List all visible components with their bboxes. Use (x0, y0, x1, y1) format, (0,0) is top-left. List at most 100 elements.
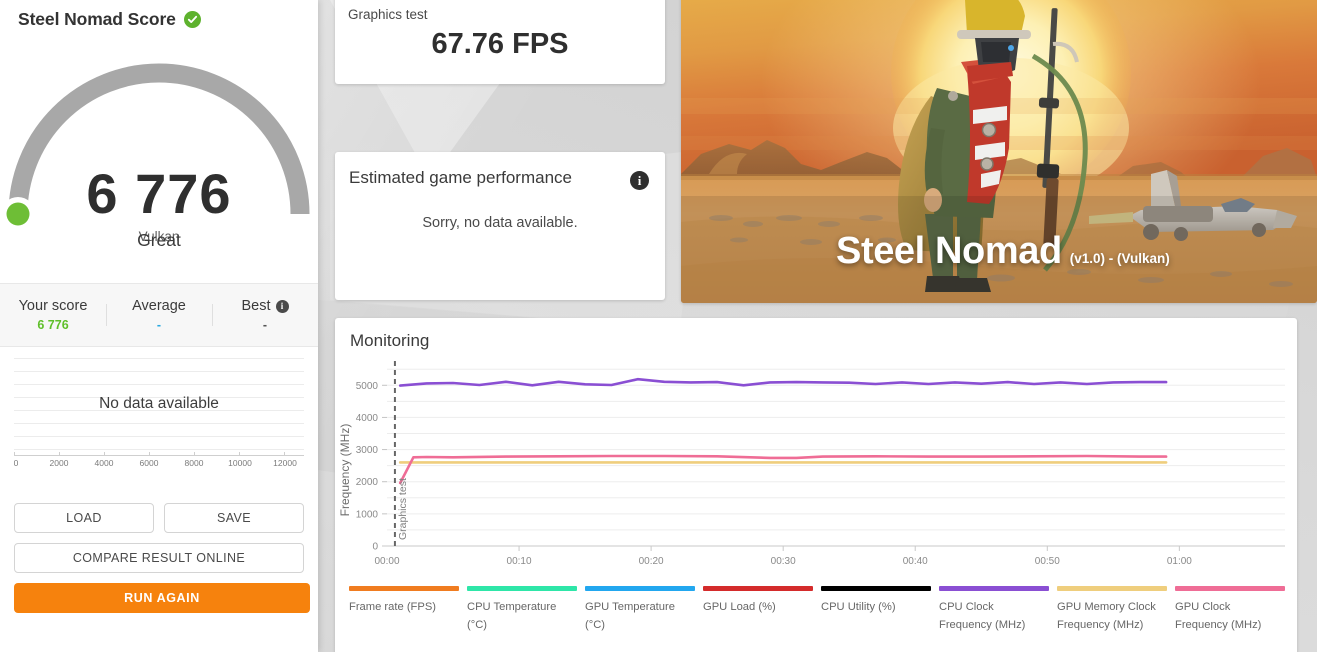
score-title-text: Steel Nomad Score (18, 9, 176, 29)
svg-text:Graphics test: Graphics test (397, 478, 409, 540)
svg-text:00:20: 00:20 (639, 556, 664, 567)
legend-label: CPU Clock Frequency (MHz) (939, 601, 1026, 631)
svg-text:2000: 2000 (356, 477, 379, 488)
histogram-tick-2: 4000 (94, 458, 114, 468)
estimated-performance-title: Estimated game performance (349, 168, 572, 187)
hero-subtitle: (v1.0) - (Vulkan) (1069, 251, 1170, 266)
comparison-best-value: - (262, 318, 268, 332)
svg-text:00:30: 00:30 (771, 556, 796, 567)
monitoring-legend: Frame rate (FPS) CPU Temperature (°C) GPU … (349, 586, 1293, 634)
comparison-your-score-value: 6 776 (37, 318, 69, 332)
legend-label: GPU Clock Frequency (MHz) (1175, 601, 1262, 631)
chart-annotations: Graphics test (393, 361, 409, 546)
histogram-axis-ticks: 0 2000 4000 6000 8000 10000 12000 (13, 452, 304, 468)
histogram-tick-3: 6000 (139, 458, 159, 468)
legend-label: GPU Memory Clock Frequency (MHz) (1057, 601, 1156, 631)
svg-text:1000: 1000 (356, 509, 379, 520)
score-sidebar: Steel Nomad Score 6 776 Vulkan Great You… (0, 0, 318, 652)
legend-item[interactable]: Frame rate (FPS) (349, 586, 467, 634)
histogram-empty-message: No data available (99, 395, 219, 412)
estimated-game-performance-card: Estimated game performance i Sorry, no d… (335, 152, 665, 300)
page-title: Steel Nomad Score (18, 9, 201, 30)
graphics-test-label: Graphics test (348, 7, 428, 22)
legend-label: CPU Temperature (°C) (467, 601, 557, 631)
score-value: 6 776 (86, 162, 232, 225)
comparison-average-label: Average (132, 298, 186, 314)
comparison-average-value: - (156, 318, 162, 332)
legend-swatch (349, 586, 459, 591)
estimated-performance-message: Sorry, no data available. (422, 215, 578, 231)
save-button[interactable]: SAVE (164, 503, 304, 533)
chart-y-axis-label: Frequency (MHz) (338, 424, 352, 517)
legend-swatch (467, 586, 577, 591)
gauge-arc (1, 63, 310, 231)
svg-text:00:50: 00:50 (1035, 556, 1060, 567)
legend-label: CPU Utility (%) (821, 601, 896, 613)
comparison-best: Best i - (212, 298, 318, 332)
benchmark-hero-image: Steel Nomad (v1.0) - (Vulkan) (681, 0, 1317, 303)
svg-text:00:00: 00:00 (374, 556, 399, 567)
svg-text:3000: 3000 (356, 445, 379, 456)
histogram-tick-5: 10000 (228, 458, 252, 468)
svg-text:4000: 4000 (356, 413, 379, 424)
legend-item[interactable]: CPU Utility (%) (821, 586, 939, 634)
monitoring-chart: 0 1000 2000 3000 4000 5000 00:00 00:10 00:20 00:… (335, 358, 1297, 583)
score-rating: Great (137, 230, 181, 250)
gauge-readout: 6 776 Vulkan (0, 162, 318, 245)
comparison-your-score: Your score 6 776 (0, 298, 106, 332)
vehicle (1089, 170, 1297, 241)
chart-x-axis: 00:00 00:10 00:20 00:30 00:40 00:50 01:00 (374, 545, 1285, 567)
histogram-tick-1: 2000 (49, 458, 69, 468)
legend-swatch (1057, 586, 1167, 591)
run-again-button[interactable]: RUN AGAIN (14, 583, 310, 613)
svg-text:5000: 5000 (356, 381, 379, 392)
graphics-test-value: 67.76 FPS (431, 28, 569, 60)
chart-gridlines (387, 368, 1285, 547)
legend-swatch (703, 586, 813, 591)
monitoring-title: Monitoring (350, 331, 430, 350)
graphics-test-card: Graphics test 67.76 FPS (335, 0, 665, 84)
comparison-best-label: Best (241, 298, 271, 314)
nomad-character (898, 0, 1088, 292)
hero-artwork (681, 0, 1317, 303)
compare-result-online-button[interactable]: COMPARE RESULT ONLINE (14, 543, 304, 573)
svg-text:00:10: 00:10 (507, 556, 532, 567)
svg-text:00:40: 00:40 (903, 556, 928, 567)
svg-text:01:00: 01:00 (1167, 556, 1192, 567)
legend-item[interactable]: GPU Load (%) (703, 586, 821, 634)
legend-swatch (585, 586, 695, 591)
score-gauge: 6 776 Vulkan Great (0, 48, 318, 273)
score-comparison-bar: Your score 6 776 Average - Best i - (0, 283, 318, 347)
score-distribution-chart: No data available 0 2000 4000 6000 8000 … (14, 358, 304, 468)
legend-item[interactable]: GPU Clock Frequency (MHz) (1175, 586, 1293, 634)
histogram-tick-0: 0 (13, 458, 19, 468)
comparison-your-score-label: Your score (18, 298, 88, 314)
load-button[interactable]: LOAD (14, 503, 154, 533)
file-button-row: LOAD SAVE (14, 503, 304, 533)
chart-series (398, 377, 1168, 485)
legend-swatch (821, 586, 931, 591)
info-icon[interactable]: i (630, 171, 649, 190)
histogram-tick-6: 12000 (273, 458, 297, 468)
legend-item[interactable]: CPU Clock Frequency (MHz) (939, 586, 1057, 634)
legend-label: GPU Temperature (°C) (585, 601, 675, 631)
hero-title: Steel Nomad (836, 230, 1062, 272)
legend-swatch (1175, 586, 1285, 591)
chart-y-ticks: 0 1000 2000 3000 4000 5000 (356, 381, 387, 553)
monitoring-card: Monitoring 0 1000 2000 3000 4000 5000 00:00 00… (335, 318, 1297, 652)
legend-item[interactable]: GPU Temperature (°C) (585, 586, 703, 634)
legend-label: GPU Load (%) (703, 601, 776, 613)
hero-caption: Steel Nomad (v1.0) - (Vulkan) (836, 230, 1170, 273)
legend-item[interactable]: GPU Memory Clock Frequency (MHz) (1057, 586, 1175, 634)
histogram-tick-4: 8000 (184, 458, 204, 468)
legend-swatch (939, 586, 1049, 591)
comparison-average: Average - (106, 298, 212, 332)
score-api-label: Vulkan (138, 229, 180, 244)
info-icon[interactable]: i (275, 299, 289, 313)
svg-text:0: 0 (372, 542, 378, 553)
legend-label: Frame rate (FPS) (349, 601, 437, 613)
legend-item[interactable]: CPU Temperature (°C) (467, 586, 585, 634)
check-circle-icon (183, 11, 201, 28)
